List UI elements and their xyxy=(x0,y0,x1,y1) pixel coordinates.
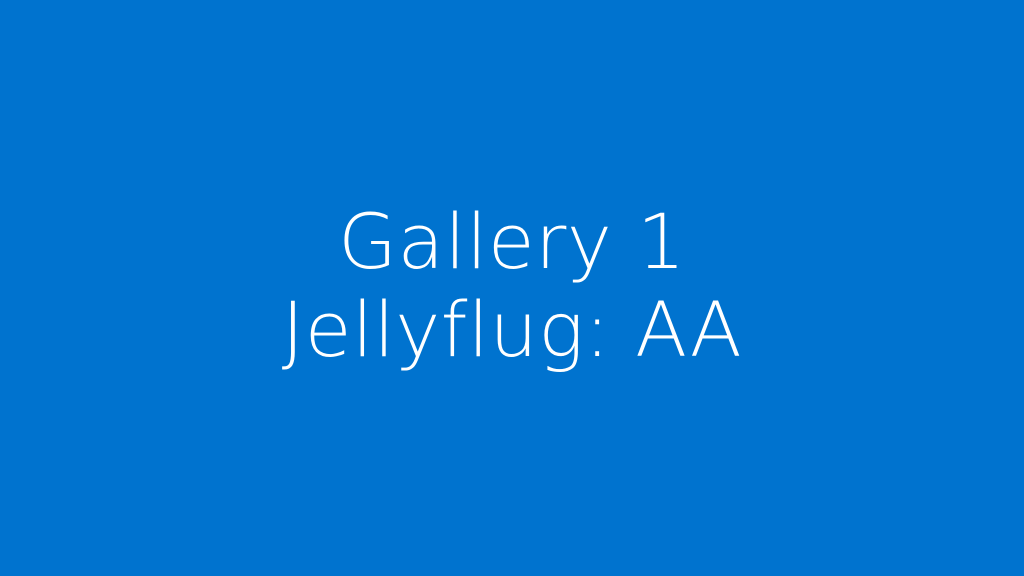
title-line-name: Jellyflug: AA xyxy=(281,285,743,374)
title-line-gallery: Gallery 1 xyxy=(338,196,686,286)
slide-title: Gallery 1 Jellyflug: AA xyxy=(281,196,743,374)
